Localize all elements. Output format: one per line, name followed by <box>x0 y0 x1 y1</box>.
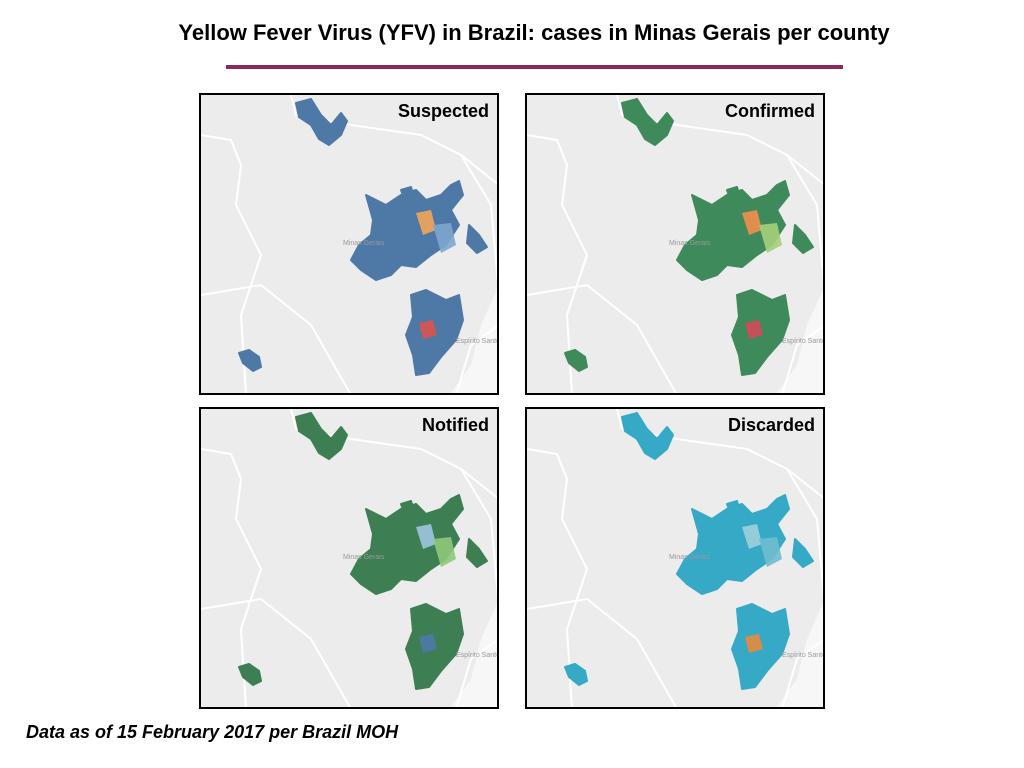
county-region <box>564 663 588 686</box>
county-region <box>466 538 488 568</box>
region-label: Espírito Santo <box>782 652 823 659</box>
county-region <box>400 500 415 518</box>
border <box>527 134 589 393</box>
state-label: Minas Gerais <box>343 554 385 561</box>
ocean <box>777 289 823 393</box>
map: Minas Gerais Espírito Santo <box>527 95 823 393</box>
border <box>616 95 823 185</box>
title-rule <box>226 65 843 69</box>
county-region <box>295 98 348 146</box>
county-region <box>792 538 814 568</box>
county-highlight <box>433 223 456 253</box>
region-label: Espírito Santo <box>456 652 497 659</box>
map-panel: Minas Gerais Espírito Santo Suspected <box>199 93 499 395</box>
map: Minas Gerais Espírito Santo <box>201 409 497 707</box>
panel-label: Confirmed <box>725 101 815 121</box>
border <box>455 639 497 707</box>
border <box>455 325 497 393</box>
border <box>460 154 497 284</box>
border <box>786 154 823 284</box>
border <box>290 95 497 185</box>
county-region <box>621 412 674 460</box>
map-panel: Minas Gerais Espírito Santo Confirmed <box>525 93 825 395</box>
county-highlight <box>759 537 782 567</box>
ocean <box>451 603 497 707</box>
county-highlight <box>419 634 437 653</box>
state-label: Minas Gerais <box>669 240 711 247</box>
map: Minas Gerais Espírito Santo <box>201 95 497 393</box>
county-highlight <box>416 210 436 235</box>
border <box>201 283 352 393</box>
map-panel: Minas Gerais Espírito Santo Discarded <box>525 407 825 709</box>
border <box>616 409 823 499</box>
slide-title: Yellow Fever Virus (YFV) in Brazil: case… <box>178 20 890 45</box>
state-label: Minas Gerais <box>669 554 711 561</box>
ocean <box>777 603 823 707</box>
region-label: Espírito Santo <box>782 338 823 345</box>
county-highlight <box>416 524 436 549</box>
border <box>527 448 589 707</box>
county-highlight <box>742 524 762 549</box>
county-highlight <box>419 320 437 339</box>
county-highlight <box>745 634 763 653</box>
footnote: Data as of 15 February 2017 per Brazil M… <box>26 722 399 742</box>
region-label: Espírito Santo <box>456 338 497 345</box>
state-label: Minas Gerais <box>343 240 385 247</box>
border <box>781 325 823 393</box>
county-highlight <box>742 210 762 235</box>
county-region <box>726 186 741 204</box>
panel-label: Suspected <box>397 101 489 121</box>
border <box>786 468 823 598</box>
map: Minas Gerais Espírito Santo <box>527 409 823 707</box>
border <box>201 134 263 393</box>
county-region <box>726 500 741 518</box>
border <box>781 639 823 707</box>
county-region <box>466 224 488 254</box>
county-region <box>295 412 348 460</box>
county-highlight <box>433 537 456 567</box>
county-region <box>400 186 415 204</box>
county-highlight <box>759 223 782 253</box>
county-region <box>792 224 814 254</box>
map-panel: Minas Gerais Espírito Santo Notified <box>199 407 499 709</box>
county-highlight <box>745 320 763 339</box>
border <box>460 468 497 598</box>
panel-label: Notified <box>422 415 489 435</box>
county-region <box>238 349 262 372</box>
border <box>527 597 678 707</box>
border <box>290 409 497 499</box>
panel-label: Discarded <box>727 415 815 435</box>
ocean <box>451 289 497 393</box>
county-region <box>238 663 262 686</box>
county-region <box>564 349 588 372</box>
border <box>201 448 263 707</box>
border <box>527 283 678 393</box>
border <box>201 597 352 707</box>
county-region <box>621 98 674 146</box>
